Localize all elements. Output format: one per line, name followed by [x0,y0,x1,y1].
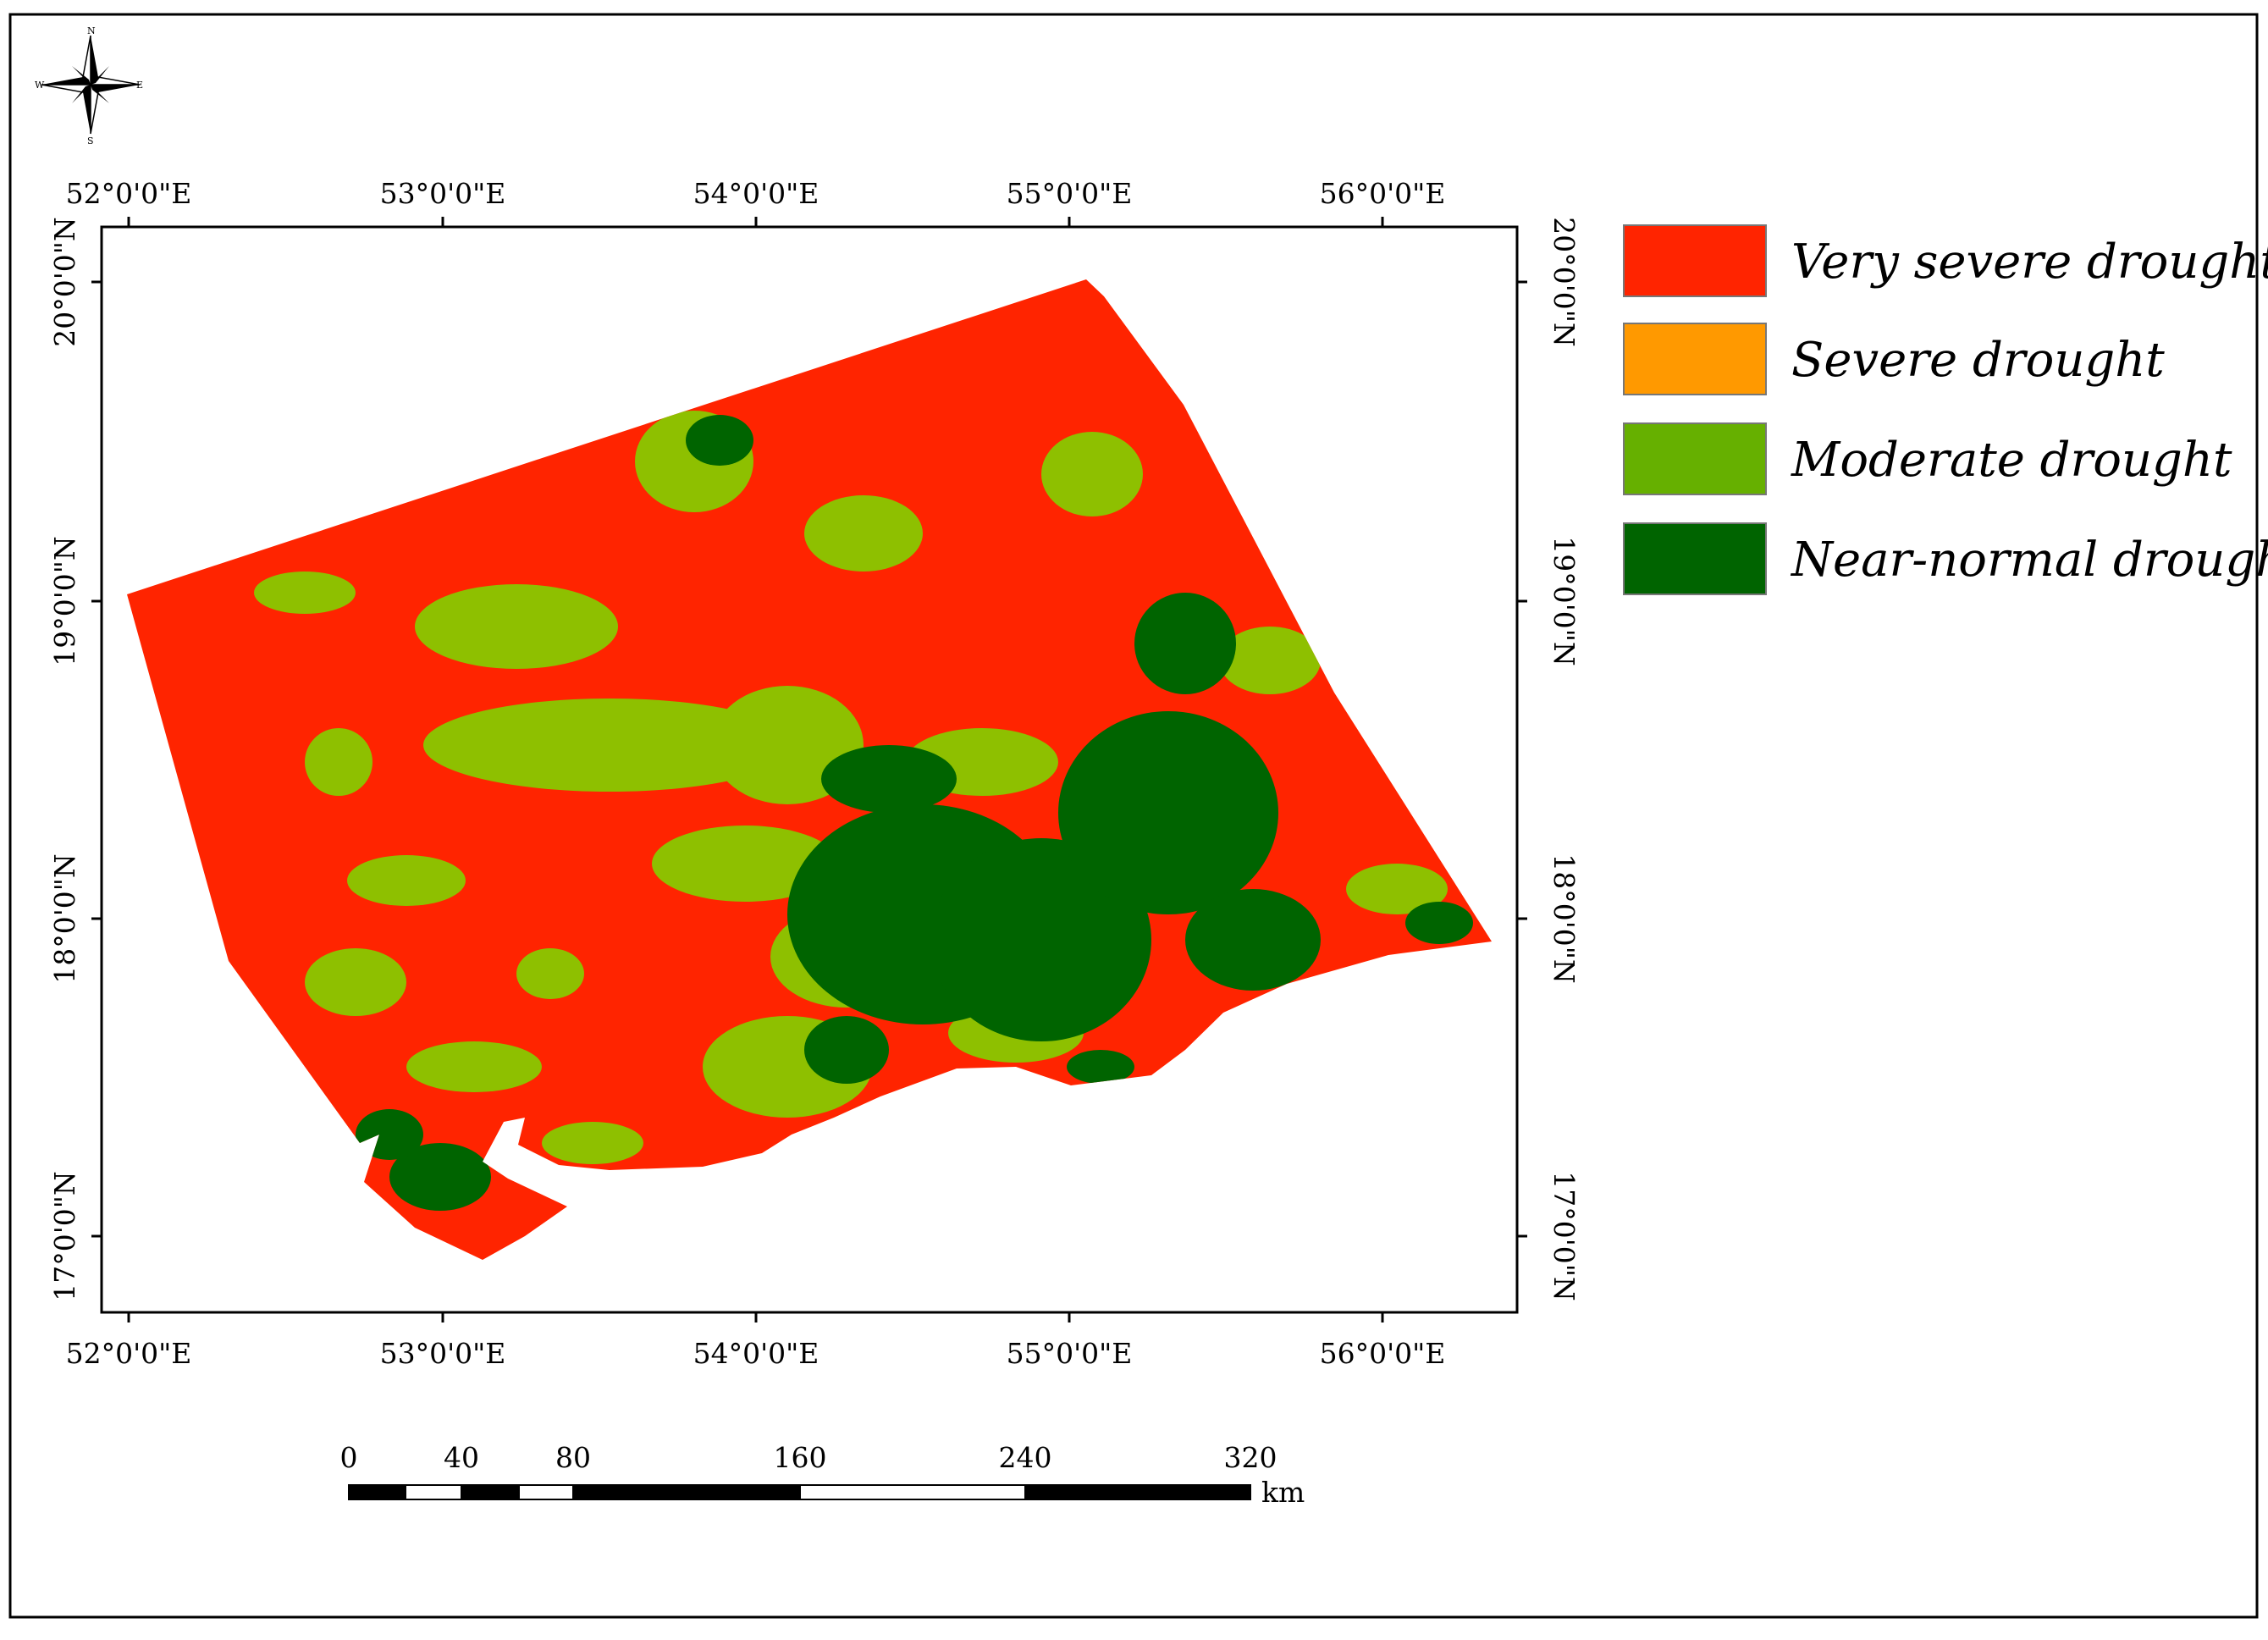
lon-top-label: 53°0'0"E [380,177,506,210]
scale-label: 40 [444,1441,479,1474]
scale-label: 160 [774,1441,827,1474]
scale-label: 0 [340,1441,358,1474]
legend-label: Moderate drought [1791,433,2232,488]
lat-right-label: 18°0'0"N [1548,853,1581,984]
compass-n: N [87,25,96,36]
scale-label: 320 [1224,1441,1277,1474]
near-normal-region [356,415,1473,1211]
lon-top-label: 54°0'0"E [693,177,819,210]
lon-bottom-label: 54°0'0"E [693,1337,819,1370]
scale-seg [405,1484,462,1500]
lon-top-label: 56°0'0"E [1320,177,1446,210]
lat-right-label: 19°0'0"N [1548,536,1581,666]
compass-s: S [87,135,94,146]
legend-label: Very severe drought [1791,235,2268,290]
axis-ticks [91,217,1527,1322]
compass-e: E [136,80,143,91]
legend-swatch [1623,323,1767,395]
lat-left-label: 19°0'0"N [48,536,81,666]
scale-unit: km [1261,1476,1305,1509]
scale-bar: 0 40 80 160 240 320 km [340,1441,1305,1509]
legend: Very severe drought Severe drought Moder… [1623,224,2268,595]
lon-top-label: 52°0'0"E [66,177,192,210]
scale-label: 240 [999,1441,1052,1474]
scale-seg [518,1484,574,1500]
legend-swatch [1623,224,1767,297]
lat-right-label: 17°0'0"N [1548,1171,1581,1301]
lat-right-label: 20°0'0"N [1548,217,1581,347]
lat-left-label: 18°0'0"N [48,853,81,984]
scale-label: 80 [555,1441,591,1474]
scale-seg [799,1484,1026,1500]
lat-left-label: 20°0'0"N [48,217,81,347]
compass-w: W [35,80,45,91]
scale-seg [572,1484,801,1500]
lat-left-label: 17°0'0"N [48,1171,81,1301]
north-arrow-icon: N S E W [35,25,143,146]
scale-seg [348,1484,406,1500]
legend-swatch [1623,422,1767,495]
lon-bottom-label: 53°0'0"E [380,1337,506,1370]
lon-bottom-label: 52°0'0"E [66,1337,192,1370]
scale-seg [461,1484,520,1500]
legend-label: Near-normal drought [1790,533,2268,588]
lon-top-label: 55°0'0"E [1007,177,1133,210]
legend-label: Severe drought [1791,333,2165,388]
scale-seg [1024,1484,1251,1500]
lon-bottom-label: 56°0'0"E [1320,1337,1446,1370]
legend-swatch [1623,522,1767,595]
lon-bottom-label: 55°0'0"E [1007,1337,1133,1370]
